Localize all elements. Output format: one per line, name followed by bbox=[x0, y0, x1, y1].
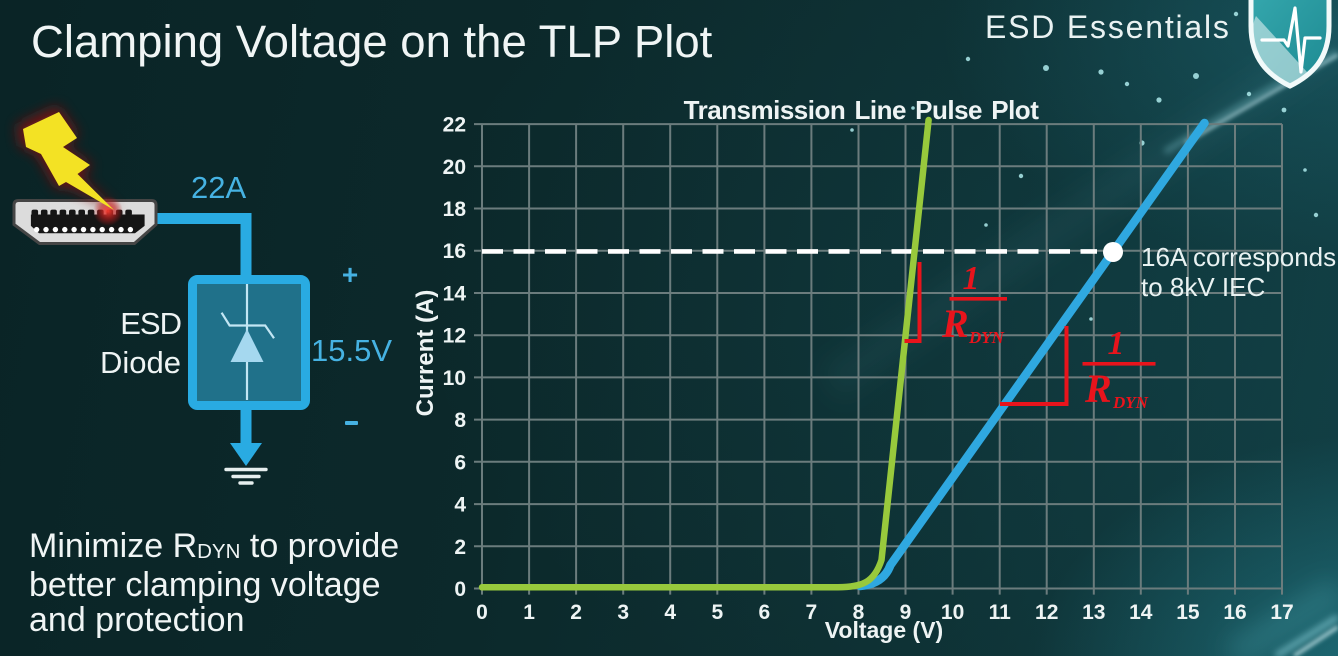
svg-text:0: 0 bbox=[476, 601, 488, 624]
svg-text:and protection: and protection bbox=[29, 601, 245, 639]
svg-text:0: 0 bbox=[454, 578, 466, 601]
svg-text:10: 10 bbox=[443, 367, 466, 390]
svg-text:Transmission Line Pulse Plot: Transmission Line Pulse Plot bbox=[684, 95, 1040, 125]
svg-text:15: 15 bbox=[1176, 601, 1200, 624]
svg-text:ESD Essentials: ESD Essentials bbox=[985, 9, 1231, 45]
svg-text:1: 1 bbox=[523, 601, 535, 624]
svg-text:16A corresponds: 16A corresponds bbox=[1141, 242, 1336, 272]
svg-text:Clamping Voltage on the TLP Pl: Clamping Voltage on the TLP Plot bbox=[31, 16, 713, 67]
svg-text:DYN: DYN bbox=[1112, 393, 1149, 412]
svg-text:22: 22 bbox=[443, 114, 466, 137]
svg-text:17: 17 bbox=[1270, 601, 1293, 624]
svg-text:Voltage (V): Voltage (V) bbox=[825, 617, 943, 643]
svg-text:R: R bbox=[1084, 366, 1112, 411]
svg-text:16: 16 bbox=[1223, 601, 1246, 624]
svg-text:DYN: DYN bbox=[968, 328, 1005, 347]
svg-text:4: 4 bbox=[454, 494, 466, 517]
svg-text:10: 10 bbox=[941, 601, 964, 624]
svg-text:1: 1 bbox=[1108, 325, 1125, 362]
svg-text:18: 18 bbox=[443, 198, 467, 221]
svg-text:9: 9 bbox=[900, 601, 912, 624]
svg-text:6: 6 bbox=[454, 451, 466, 474]
svg-text:4: 4 bbox=[664, 601, 676, 624]
svg-text:Minimize RDYN to provide: Minimize RDYN to provide bbox=[29, 527, 399, 565]
svg-text:6: 6 bbox=[759, 601, 771, 624]
svg-text:Current (A): Current (A) bbox=[412, 290, 439, 417]
svg-text:+: + bbox=[342, 259, 358, 290]
svg-text:13: 13 bbox=[1082, 601, 1105, 624]
svg-text:to 8kV IEC: to 8kV IEC bbox=[1141, 272, 1265, 302]
svg-text:2: 2 bbox=[454, 536, 466, 559]
svg-text:11: 11 bbox=[989, 601, 1012, 624]
svg-text:22A: 22A bbox=[191, 170, 246, 205]
svg-text:3: 3 bbox=[617, 601, 629, 624]
svg-text:R: R bbox=[941, 301, 969, 346]
svg-text:2: 2 bbox=[570, 601, 582, 624]
svg-text:Diode: Diode bbox=[100, 345, 181, 380]
svg-text:8: 8 bbox=[454, 409, 466, 432]
svg-text:12: 12 bbox=[443, 325, 466, 348]
svg-text:better clamping voltage: better clamping voltage bbox=[29, 566, 381, 604]
svg-text:8: 8 bbox=[853, 601, 865, 624]
svg-text:20: 20 bbox=[443, 156, 466, 179]
svg-text:5: 5 bbox=[711, 601, 723, 624]
svg-text:14: 14 bbox=[443, 283, 467, 306]
svg-text:ESD: ESD bbox=[120, 306, 181, 341]
svg-text:7: 7 bbox=[806, 601, 818, 624]
svg-text:12: 12 bbox=[1035, 601, 1058, 624]
svg-text:15.5V: 15.5V bbox=[311, 333, 392, 368]
svg-text:16: 16 bbox=[443, 240, 466, 263]
svg-text:14: 14 bbox=[1129, 601, 1153, 624]
svg-text:1: 1 bbox=[963, 260, 980, 297]
